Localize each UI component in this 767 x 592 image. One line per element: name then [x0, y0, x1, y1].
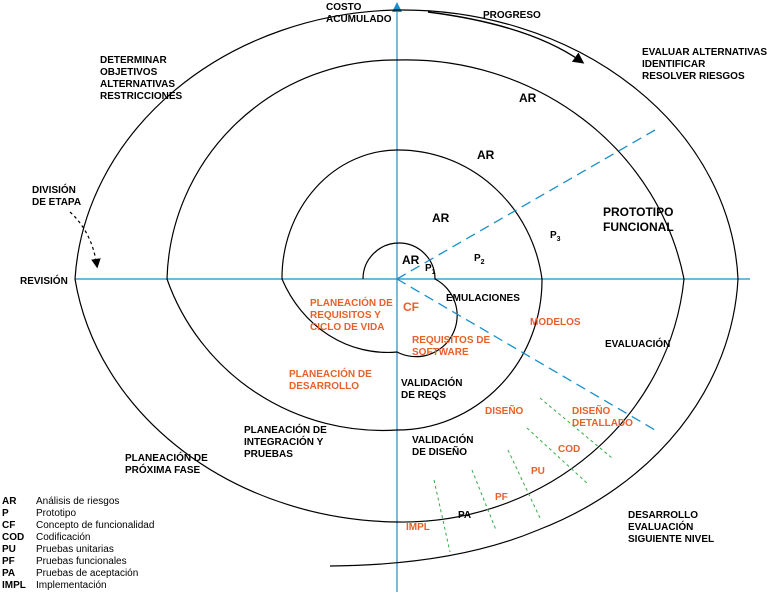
- division-label-2: DE ETAPA: [32, 197, 81, 208]
- phase-dividers: [433, 397, 613, 553]
- desarrollo-label-1: DESARROLLO: [628, 510, 698, 521]
- emulaciones-label: EMULACIONES: [446, 293, 520, 304]
- legend-abbr: IMPL: [2, 580, 26, 591]
- costo-label-2: ACUMULADO: [326, 14, 392, 25]
- legend-desc: Pruebas unitarias: [36, 544, 114, 555]
- determinar-label-2: OBJETIVOS: [100, 67, 158, 78]
- radial-line-upper: [396, 129, 656, 280]
- legend: AR Análisis de riesgos P Prototipo CF Co…: [2, 496, 154, 591]
- spiral: [74, 9, 739, 567]
- planeacion-int-label-2: INTEGRACIÓN Y: [244, 435, 324, 448]
- legend-abbr: PA: [2, 568, 15, 579]
- planeacion-int-label-1: PLANEACIÓN DE: [244, 423, 327, 436]
- prototipo-label-1: PROTOTIPO: [603, 205, 673, 219]
- spiral-loop-1: [74, 9, 739, 567]
- planeacion-int-label-3: PRUEBAS: [244, 449, 293, 460]
- legend-desc: Codificación: [36, 532, 90, 543]
- prototipo-label-2: FUNCIONAL: [603, 220, 674, 234]
- legend-desc: Pruebas funcionales: [36, 556, 127, 567]
- cod-label: COD: [558, 444, 580, 455]
- progreso-label: PROGRESO: [483, 10, 541, 21]
- ar-second-label: AR: [432, 211, 450, 225]
- divider-3: [507, 449, 541, 519]
- planeacion-req-label-2: REQUISITOS Y: [310, 310, 381, 321]
- ar-outer-label: AR: [519, 91, 537, 105]
- planeacion-prox-label-2: PRÓXIMA FASE: [125, 463, 201, 476]
- legend-abbr: PU: [2, 544, 16, 555]
- cf-label: CF: [403, 300, 419, 314]
- p3-label: P3: [550, 230, 561, 243]
- validacion-dis-label-1: VALIDACIÓN: [412, 433, 473, 446]
- legend-desc: Implementación: [36, 580, 107, 591]
- divider-1: [539, 397, 613, 459]
- req-software-label-2: SOFTWARE: [412, 347, 469, 358]
- modelos-label: MODELOS: [530, 317, 581, 328]
- p1-label: P1: [425, 263, 436, 276]
- diseno-det-label-2: DETALLADO: [572, 418, 633, 429]
- evaluar-label-3: RESOLVER RIESGOS: [642, 71, 745, 82]
- planeacion-req-label-1: PLANEACIÓN DE: [310, 296, 393, 309]
- legend-desc: Prototipo: [36, 508, 76, 519]
- revision-label: REVISIÓN: [20, 274, 68, 287]
- planeacion-req-label-3: CICLO DE VIDA: [310, 322, 384, 333]
- legend-abbr: PF: [2, 556, 15, 567]
- ar-inner-label: AR: [402, 253, 420, 267]
- diseno-det-label-1: DISEÑO: [572, 404, 611, 417]
- planeacion-des-label-1: PLANEACIÓN DE: [289, 367, 372, 380]
- determinar-label-3: ALTERNATIVAS: [100, 79, 175, 90]
- req-software-label-1: REQUISITOS DE: [412, 335, 490, 346]
- division-label-1: DIVISIÓN: [32, 183, 76, 196]
- evaluar-label-2: IDENTIFICAR: [642, 59, 706, 70]
- pf-label: PF: [495, 492, 508, 503]
- legend-desc: Pruebas de aceptación: [36, 568, 138, 579]
- diseno-label: DISEÑO: [485, 404, 524, 417]
- validacion-req-label-1: VALIDACIÓN: [401, 376, 462, 389]
- validacion-req-label-2: DE REQS: [401, 390, 446, 401]
- pa-label: PA: [458, 510, 471, 521]
- division-arrow-icon: [69, 211, 101, 269]
- divider-5: [433, 479, 451, 553]
- impl-label: IMPL: [406, 522, 430, 533]
- divider-4: [471, 469, 497, 531]
- pu-label: PU: [531, 466, 545, 477]
- evaluar-label-1: EVALUAR ALTERNATIVAS: [642, 47, 767, 58]
- legend-abbr: COD: [2, 532, 24, 543]
- determinar-label-1: DETERMINAR: [100, 55, 167, 66]
- costo-label-1: COSTO: [326, 2, 362, 13]
- validacion-dis-label-2: DE DISEÑO: [412, 445, 467, 458]
- determinar-label-4: RESTRICCIONES: [100, 91, 183, 102]
- legend-abbr: P: [2, 508, 9, 519]
- planeacion-prox-label-1: PLANEACIÓN DE: [125, 451, 208, 464]
- progreso-arrow-icon: [427, 11, 585, 64]
- ar-third-label: AR: [477, 148, 495, 162]
- radial-line-lower: [396, 278, 656, 431]
- divider-2: [526, 427, 589, 485]
- legend-abbr: AR: [2, 496, 17, 507]
- p2-label: P2: [474, 253, 485, 266]
- legend-desc: Análisis de riesgos: [36, 496, 119, 507]
- legend-desc: Concepto de funcionalidad: [36, 520, 154, 531]
- evaluacion-label: EVALUACIÓN: [605, 337, 670, 350]
- desarrollo-label-3: SIGUIENTE NIVEL: [628, 534, 714, 545]
- desarrollo-label-2: EVALUACIÓN: [628, 520, 693, 533]
- planeacion-des-label-2: DESARROLLO: [289, 381, 359, 392]
- legend-abbr: CF: [2, 520, 15, 531]
